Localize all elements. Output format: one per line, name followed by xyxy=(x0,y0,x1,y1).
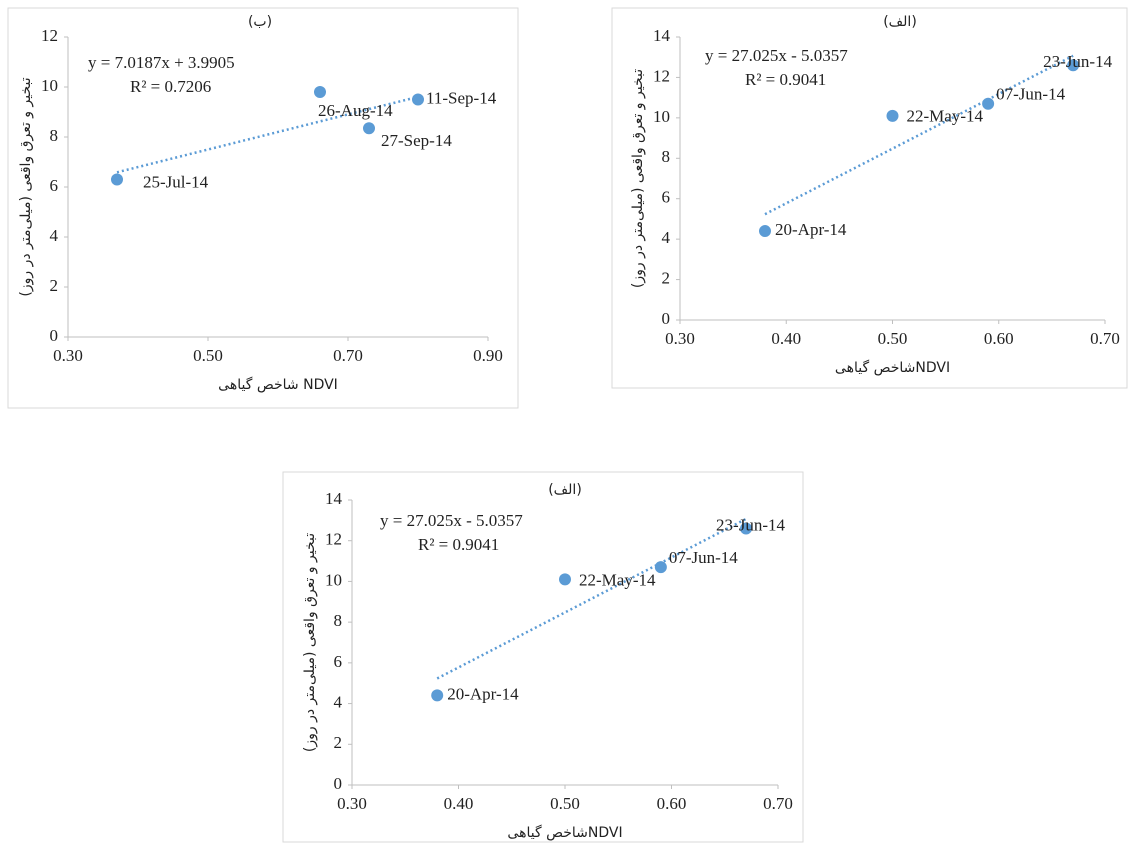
y-tick-label: 0 xyxy=(334,774,343,793)
point-label: 25-Jul-14 xyxy=(143,172,209,191)
y-tick-label: 6 xyxy=(334,652,343,671)
y-tick-label: 12 xyxy=(653,66,670,85)
chart-frame xyxy=(7,7,519,409)
point xyxy=(559,573,571,586)
y-tick-label: 0 xyxy=(662,309,671,328)
point xyxy=(982,97,995,110)
x-tick-label: 0.30 xyxy=(665,329,695,348)
equation: y = 27.025x - 5.0357 xyxy=(380,511,523,530)
r-squared: R² = 0.9041 xyxy=(418,535,499,554)
trendline xyxy=(116,95,419,174)
y-axis-label: تبخیر و تعرق واقعی (میلی‌متر در روز) xyxy=(302,533,318,752)
point-label: 26-Aug-14 xyxy=(318,101,393,120)
x-axis-label: شاخص گیاهی NDVI xyxy=(218,376,338,393)
point xyxy=(886,109,899,122)
point xyxy=(314,86,326,98)
y-tick-label: 6 xyxy=(662,188,671,207)
point-label: 07-Jun-14 xyxy=(996,85,1065,104)
chart-title: (ب) xyxy=(248,14,272,30)
point-label: 20-Apr-14 xyxy=(447,684,519,703)
point xyxy=(654,561,667,574)
x-tick-label: 0.70 xyxy=(333,346,363,365)
y-tick-label: 6 xyxy=(50,176,59,195)
y-tick-label: 10 xyxy=(653,107,670,126)
point xyxy=(431,689,444,702)
y-tick-label: 14 xyxy=(325,489,343,508)
chart-title: (الف) xyxy=(883,14,917,30)
point xyxy=(759,225,771,238)
x-axis-label: شاخص گیاهیNDVI xyxy=(835,359,950,376)
y-tick-label: 4 xyxy=(50,226,59,245)
y-tick-label: 12 xyxy=(325,530,342,549)
point-label: 20-Apr-14 xyxy=(775,220,847,239)
x-tick-label: 0.40 xyxy=(444,794,474,813)
y-tick-label: 8 xyxy=(50,126,59,145)
y-tick-label: 4 xyxy=(334,692,343,711)
chart-title: (الف) xyxy=(548,482,582,498)
x-tick-label: 0.50 xyxy=(193,346,223,365)
y-tick-label: 0 xyxy=(50,326,59,345)
x-tick-label: 0.90 xyxy=(473,346,503,365)
y-tick-label: 2 xyxy=(334,733,343,752)
r-squared: R² = 0.7206 xyxy=(130,77,211,96)
y-tick-label: 4 xyxy=(662,228,671,247)
point-label: 23-Jun-14 xyxy=(1043,52,1112,71)
x-tick-label: 0.30 xyxy=(53,346,83,365)
equation: y = 7.0187x + 3.9905 xyxy=(88,53,235,72)
x-tick-label: 0.60 xyxy=(984,329,1014,348)
point xyxy=(740,522,753,535)
y-tick-label: 10 xyxy=(325,570,342,589)
point-label: 27-Sep-14 xyxy=(381,131,452,150)
point-label: 22-May-14 xyxy=(907,107,984,126)
y-tick-label: 8 xyxy=(334,611,343,630)
x-axis-label: شاخص گیاهیNDVI xyxy=(507,824,622,841)
y-axis-label: تبخیر و تعرق واقعی (میلی‌متر در روز) xyxy=(630,69,646,288)
point xyxy=(1067,59,1080,72)
equation: y = 27.025x - 5.0357 xyxy=(705,46,848,65)
point-label: 07-Jun-14 xyxy=(669,548,738,567)
y-tick-label: 12 xyxy=(41,26,58,45)
x-tick-label: 0.40 xyxy=(771,329,801,348)
y-tick-label: 2 xyxy=(50,276,59,295)
point xyxy=(363,122,375,135)
y-tick-label: 8 xyxy=(662,147,671,166)
point-label: 22-May-14 xyxy=(579,570,656,589)
point-label: 23-Jun-14 xyxy=(716,515,785,534)
x-tick-label: 0.50 xyxy=(550,794,580,813)
x-tick-label: 0.50 xyxy=(878,329,908,348)
y-tick-label: 2 xyxy=(662,268,671,287)
y-tick-label: 10 xyxy=(41,76,58,95)
r-squared: R² = 0.9041 xyxy=(745,70,826,89)
chart-frame xyxy=(282,471,804,843)
y-tick-label: 14 xyxy=(653,26,671,45)
x-tick-label: 0.30 xyxy=(337,794,367,813)
x-tick-label: 0.70 xyxy=(763,794,793,813)
point xyxy=(412,93,424,106)
x-tick-label: 0.60 xyxy=(657,794,687,813)
y-axis-label: تبخیر و تعرق واقعی (میلی‌متر در روز) xyxy=(18,77,34,296)
point xyxy=(111,173,123,186)
x-tick-label: 0.70 xyxy=(1090,329,1120,348)
chart-frame xyxy=(611,7,1128,389)
point-label: 11-Sep-14 xyxy=(426,88,497,107)
